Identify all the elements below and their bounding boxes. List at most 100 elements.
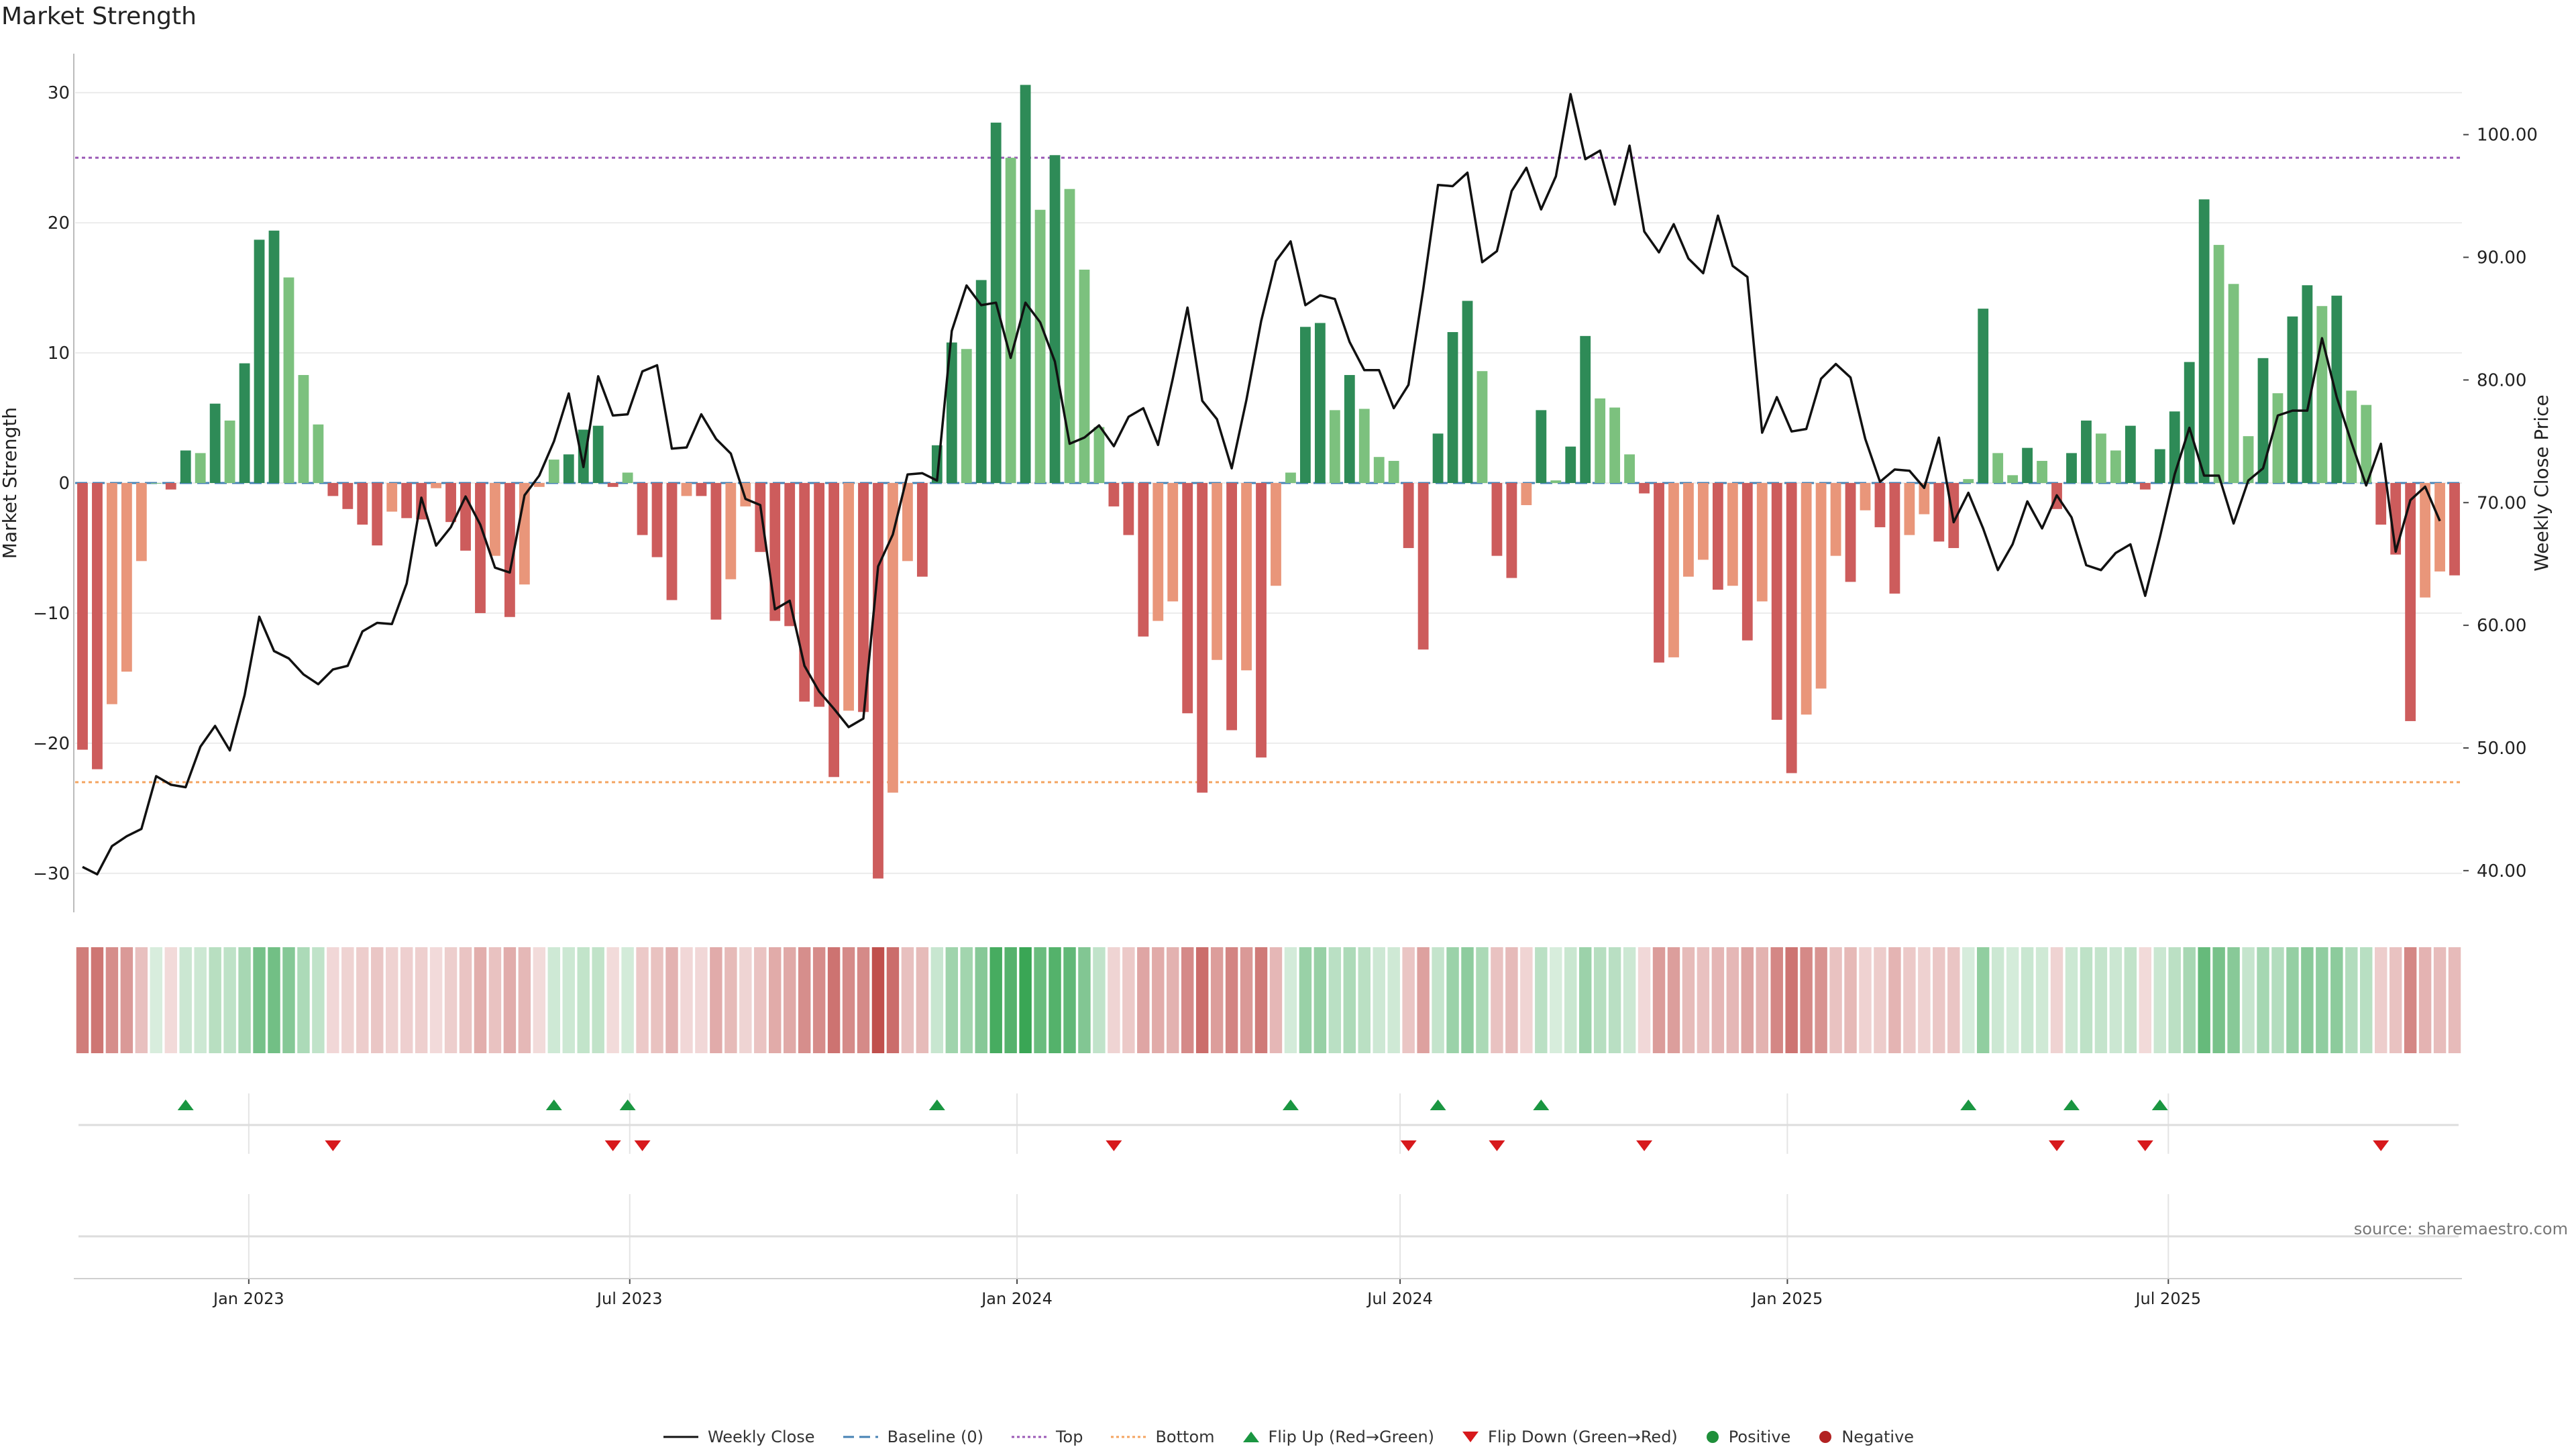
strength-bar xyxy=(107,483,117,704)
flip-up-marker xyxy=(1960,1099,1977,1110)
strength-bar xyxy=(1609,407,1621,483)
heat-cell xyxy=(1491,947,1503,1053)
heat-cell xyxy=(754,947,767,1053)
strength-bar xyxy=(2302,285,2313,483)
flip-up-marker xyxy=(928,1099,945,1110)
heat-cell xyxy=(1829,947,1842,1053)
heat-cell xyxy=(1770,947,1783,1053)
strength-bar xyxy=(2434,483,2445,572)
heat-cell xyxy=(1034,947,1046,1053)
strength-bar xyxy=(902,483,913,561)
heat-cell xyxy=(1933,947,1945,1053)
strength-heat-strip xyxy=(76,947,2461,1053)
flip-down-marker xyxy=(604,1140,621,1151)
heat-cell xyxy=(1358,947,1371,1053)
strength-bar xyxy=(283,277,294,483)
strength-bar xyxy=(1064,189,1075,483)
heat-cell xyxy=(1093,947,1106,1053)
heat-cell xyxy=(989,947,1002,1053)
strength-bar xyxy=(888,483,898,793)
heat-cell xyxy=(1108,947,1120,1053)
heat-cell xyxy=(739,947,752,1053)
heat-cell xyxy=(2345,947,2358,1053)
flip-down-marker xyxy=(2137,1140,2153,1151)
heat-cell xyxy=(592,947,604,1053)
y-tick-label: −10 xyxy=(33,604,70,624)
strength-bar xyxy=(2139,483,2151,490)
strength-bar xyxy=(725,483,737,580)
strength-bar xyxy=(1550,480,1562,483)
heat-cell xyxy=(1800,947,1813,1053)
strength-bar xyxy=(1919,483,1930,515)
strength-bar xyxy=(1417,483,1429,650)
heat-cell xyxy=(1564,947,1577,1053)
heat-cell xyxy=(665,947,678,1053)
heat-cell xyxy=(577,947,590,1053)
strength-bar xyxy=(2037,461,2047,483)
y2-tick-label: 50.00 xyxy=(2477,739,2526,759)
heat-cell xyxy=(1167,947,1179,1053)
heat-cell xyxy=(1962,947,1975,1053)
heat-cell xyxy=(2065,947,2078,1053)
flip-up-marker xyxy=(545,1099,562,1110)
strength-bar xyxy=(696,483,707,496)
strength-bar xyxy=(2316,306,2328,483)
heat-cell xyxy=(223,947,236,1053)
strength-bar xyxy=(386,483,398,512)
legend-label: Weekly Close xyxy=(707,1428,815,1446)
legend-item-positive: Positive xyxy=(1705,1428,1790,1446)
strength-bar xyxy=(1197,483,1208,793)
x-tick-label: Jul 2024 xyxy=(1366,1289,1433,1308)
strength-bar xyxy=(504,483,515,617)
heat-cell xyxy=(1195,947,1209,1053)
strength-bar xyxy=(2257,358,2269,483)
strength-bar xyxy=(1005,158,1016,483)
reference-lines xyxy=(75,156,2462,784)
heat-cell xyxy=(282,947,295,1053)
strength-bar xyxy=(2154,449,2165,483)
heat-cell xyxy=(2212,947,2225,1053)
strength-bar xyxy=(873,483,883,879)
strength-bar xyxy=(1373,457,1385,483)
y2-tick-label: 80.00 xyxy=(2477,370,2526,390)
strength-bar xyxy=(1226,483,1237,731)
strength-bar xyxy=(1079,269,1090,483)
heat-cell xyxy=(1328,947,1342,1053)
strength-bar xyxy=(2331,295,2343,483)
heat-cell xyxy=(724,947,737,1053)
heat-cell xyxy=(1019,947,1032,1053)
strength-bar xyxy=(1152,483,1164,621)
y2-tick-label: 60.00 xyxy=(2477,616,2526,636)
heat-cell xyxy=(1888,947,1901,1053)
heat-cell xyxy=(1313,947,1327,1053)
strength-bar xyxy=(607,483,619,487)
strength-bar xyxy=(916,483,928,577)
flip-down-marker xyxy=(634,1140,651,1151)
heat-cell xyxy=(1844,947,1857,1053)
heat-cell xyxy=(930,947,944,1053)
strength-bar xyxy=(460,483,471,551)
heat-cell xyxy=(429,947,443,1053)
flip-up-marker xyxy=(1282,1099,1299,1110)
heat-cell xyxy=(886,947,900,1053)
heat-cell xyxy=(1225,947,1238,1053)
strength-bar xyxy=(1271,483,1281,586)
y2-axis-label: Weekly Close Price xyxy=(2530,394,2553,571)
strength-bar xyxy=(431,483,441,488)
strength-bar xyxy=(592,425,604,483)
legend-label: Bottom xyxy=(1155,1428,1215,1446)
heat-cell xyxy=(827,947,841,1053)
heat-cell xyxy=(1284,947,1297,1053)
heat-cell xyxy=(135,947,148,1053)
dotted-line-swatch-icon xyxy=(1111,1436,1146,1438)
heat-cell xyxy=(91,947,104,1053)
heat-cell xyxy=(341,947,354,1053)
strength-bar xyxy=(843,483,854,711)
triangle-up-icon xyxy=(1242,1432,1259,1442)
strength-bar xyxy=(1874,483,1886,527)
strength-bar xyxy=(490,483,500,556)
legend-item-flip-up: Flip Up (Red→Green) xyxy=(1242,1428,1434,1446)
strength-bar xyxy=(357,483,368,525)
heat-cell xyxy=(1343,947,1356,1053)
